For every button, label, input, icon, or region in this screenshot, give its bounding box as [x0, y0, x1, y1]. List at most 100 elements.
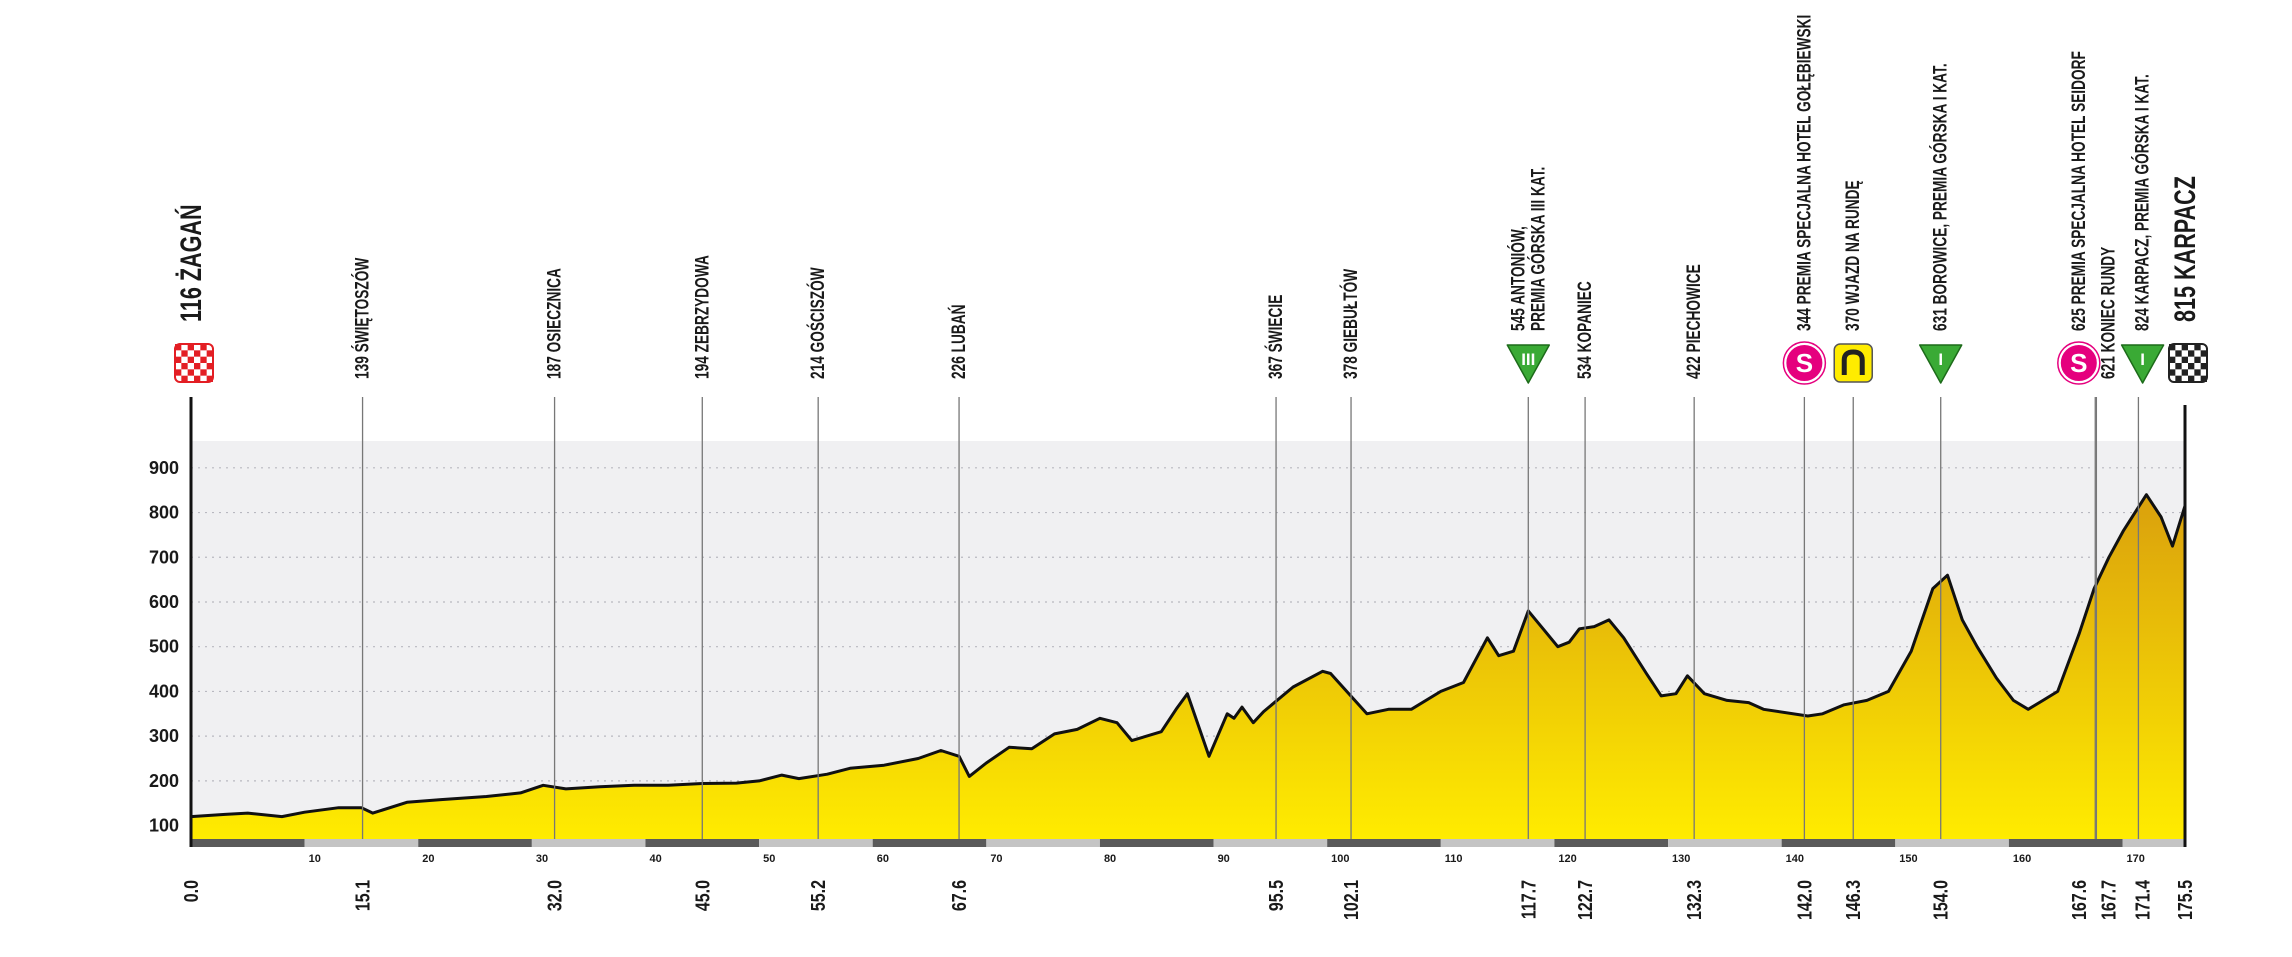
km-label: 171.4 — [2132, 880, 2154, 920]
km-label: 175.5 — [2174, 880, 2196, 920]
km-strip — [531, 839, 646, 847]
km-strip — [2122, 839, 2185, 847]
marker-text: I — [1938, 350, 1943, 369]
km-strip — [872, 839, 987, 847]
km-strip — [191, 839, 305, 847]
waypoint-label: 625 PREMIA SPECJALNA HOTEL SEIDORF — [2068, 51, 2090, 331]
marker-square — [2175, 350, 2182, 357]
marker-square — [181, 375, 188, 382]
marker-square — [2181, 344, 2188, 351]
marker-square — [187, 356, 194, 363]
x-tick-label: 120 — [1558, 853, 1576, 865]
y-tick-label: 600 — [149, 592, 179, 612]
marker-square — [175, 369, 182, 376]
marker-circle — [2058, 343, 2099, 383]
marker-square — [200, 344, 207, 351]
marker: I — [2120, 344, 2165, 384]
marker-square — [194, 375, 201, 382]
y-tick-label: 200 — [149, 771, 179, 791]
marker — [2168, 343, 2208, 383]
marker: S — [2057, 341, 2101, 385]
km-label: 146.3 — [1843, 880, 1865, 920]
elevation-line — [190, 493, 2187, 819]
marker-square — [194, 350, 201, 357]
km-label: 32.0 — [544, 880, 566, 911]
waypoint-label: 139 ŚWIĘTOSZÓW — [351, 257, 373, 379]
marker-square — [2200, 375, 2207, 382]
waypoint-label: 545 ANTONIÓW, — [1507, 226, 1529, 331]
marker-square — [187, 369, 194, 376]
marker-square — [2194, 356, 2201, 363]
km-label: 45.0 — [692, 880, 714, 911]
y-tick-label: 300 — [149, 726, 179, 746]
x-tick-label: 30 — [536, 853, 548, 865]
marker-square — [2194, 369, 2201, 376]
y-tick-label: 900 — [149, 458, 179, 478]
waypoint-label: 621 KONIEC RUNDY — [2097, 247, 2119, 379]
marker-square — [2169, 356, 2176, 363]
y-tick-label: 800 — [149, 503, 179, 523]
waypoint-label: 631 BOROWICE, PREMIA GÓRSKA I KAT. — [1930, 63, 1952, 331]
marker-square — [2169, 344, 2176, 351]
marker-square — [206, 350, 213, 357]
km-strip — [1781, 839, 1896, 847]
x-tick-label: 70 — [990, 853, 1002, 865]
x-tick-label: 140 — [1786, 853, 1804, 865]
x-tick-label: 80 — [1104, 853, 1116, 865]
marker-triangle — [2120, 344, 2165, 384]
km-label: 55.2 — [808, 880, 830, 911]
km-label: 122.7 — [1574, 880, 1596, 920]
marker-square — [200, 369, 207, 376]
km-label: 117.7 — [1518, 880, 1540, 919]
marker-triangle — [1918, 344, 1963, 384]
marker-square — [2188, 350, 2195, 357]
waypoint-label: 378 GIEBUŁTÓW — [1340, 269, 1362, 379]
waypoint-label: 534 KOPANIEC — [1574, 281, 1596, 379]
km-strip — [304, 839, 419, 847]
waypoint-label: 194 ZEBRZYDOWA — [691, 255, 713, 379]
waypoint-label: 214 GOŚCISZÓW — [807, 267, 829, 379]
km-strip — [986, 839, 1100, 847]
x-tick-label: 150 — [1899, 853, 1917, 865]
marker-text: III — [1521, 350, 1535, 369]
km-label: 0.0 — [180, 880, 202, 902]
x-tick-label: 50 — [763, 853, 775, 865]
marker-lap-symbol — [1841, 349, 1865, 375]
waypoint-label: 226 LUBAŃ — [948, 305, 970, 379]
km-label: 132.3 — [1684, 880, 1706, 920]
marker-square — [2175, 363, 2182, 370]
marker-square — [2188, 363, 2195, 370]
waypoint-label: 187 OSIECZNICA — [543, 268, 565, 379]
km-label: 154.0 — [1930, 880, 1952, 920]
marker-square — [181, 363, 188, 370]
km-strip — [1554, 839, 1669, 847]
marker-square — [175, 356, 182, 363]
marker-square — [2175, 375, 2182, 382]
marker: S — [1782, 341, 1827, 385]
km-strip — [1327, 839, 1441, 847]
waypoint-label: 370 WJAZD NA RUNDĘ — [1842, 180, 1864, 331]
x-tick-label: 170 — [2127, 853, 2145, 865]
y-tick-label: 500 — [149, 637, 179, 657]
km-strip — [1213, 839, 1328, 847]
waypoint-label: PREMIA GÓRSKA III KAT. — [1527, 167, 1549, 331]
km-label: 95.5 — [1265, 880, 1287, 911]
km-strip — [1668, 839, 1782, 847]
marker-square — [2200, 363, 2207, 370]
marker-square — [2181, 356, 2188, 363]
marker-square — [2194, 344, 2201, 351]
km-strip — [1895, 839, 2009, 847]
x-tick-label: 160 — [2013, 853, 2031, 865]
km-strip — [759, 839, 873, 847]
x-tick-label: 60 — [877, 853, 889, 865]
waypoint-label: 367 ŚWIECIE — [1265, 295, 1287, 379]
marker-triangle — [1506, 344, 1551, 384]
marker-ring — [2057, 341, 2101, 385]
x-tick-label: 110 — [1445, 853, 1463, 865]
waypoint-label: 422 PIECHOWICE — [1683, 264, 1705, 379]
x-tick-label: 100 — [1331, 853, 1349, 865]
endpoint-label: 116 ŻAGAŃ — [173, 204, 207, 322]
marker-square — [194, 363, 201, 370]
marker-text: I — [2140, 350, 2145, 369]
